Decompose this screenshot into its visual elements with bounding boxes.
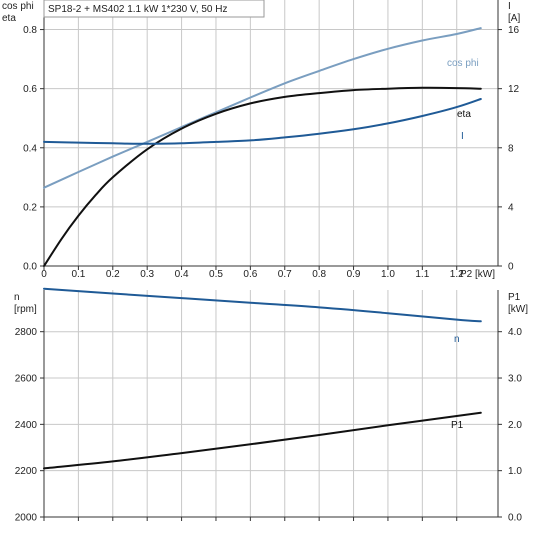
chart-title-box: SP18-2 + MS402 1.1 kW 1*230 V, 50 Hz: [43, 0, 265, 18]
left-y-tick-label: 2800: [15, 327, 38, 338]
series-label-i: I: [461, 131, 464, 142]
left-y-tick-label: 0.2: [23, 202, 37, 213]
left-y-tick-label: 0.0: [23, 262, 37, 273]
right-y-tick-label: 0: [508, 262, 514, 273]
left-y-axis-title: [rpm]: [14, 304, 37, 315]
series-line-i: [43, 98, 482, 145]
right-y-tick-label: 1.0: [508, 466, 522, 477]
left-y-tick-label: 2200: [15, 466, 38, 477]
left-y-axis-title: eta: [2, 13, 16, 24]
series-label-p1: P1: [451, 420, 464, 431]
right-y-tick-label: 8: [508, 143, 514, 154]
left-y-axis-title: cos phi: [2, 1, 34, 12]
right-y-axis-title: P1: [508, 292, 521, 303]
series-line-n: [43, 287, 482, 323]
right-y-axis-title: [kW]: [508, 304, 528, 315]
speed-power-panel: 200022002400260028000.01.02.03.04.0n[rpm…: [14, 287, 528, 524]
series-line-eta: [43, 86, 482, 267]
title-box-frame: [43, 0, 265, 18]
x-tick-label: 1.2: [450, 269, 464, 280]
series-label-eta: eta: [457, 109, 471, 120]
left-y-tick-label: 0.6: [23, 84, 37, 95]
x-tick-label: 1.1: [415, 269, 429, 280]
left-y-tick-label: 2600: [15, 374, 38, 385]
left-y-axis-title: n: [14, 292, 20, 303]
series-line-p1: [43, 411, 482, 470]
x-tick-label: 0.9: [347, 269, 361, 280]
right-y-tick-label: 12: [508, 84, 520, 95]
series-label-n: n: [454, 334, 460, 345]
series-label-cos-phi: cos phi: [447, 58, 479, 69]
efficiency-current-panel: 0 0.1 0.2 0.3 0.4 0.5 0.6 0.7 0.8 0.9 1.0 1.1 1.2P2 …: [2, 0, 520, 280]
x-tick-label: 0.8: [312, 269, 326, 280]
left-y-tick-label: 2000: [15, 513, 38, 524]
series-line-cos-phi: [43, 27, 482, 189]
right-y-tick-label: 4: [508, 202, 514, 213]
x-tick-label: 1.0: [381, 269, 395, 280]
x-tick-label: 0.1: [71, 269, 85, 280]
right-y-tick-label: 4.0: [508, 327, 522, 338]
x-axis-label: P2 [kW]: [460, 269, 495, 280]
x-tick-label: 0.7: [278, 269, 292, 280]
x-tick-label: 0.4: [175, 269, 189, 280]
right-y-tick-label: 16: [508, 25, 520, 36]
x-tick-label: 0.2: [106, 269, 120, 280]
right-y-tick-label: 2.0: [508, 420, 522, 431]
right-y-axis-title: [A]: [508, 13, 520, 24]
x-tick-label: 0.3: [140, 269, 154, 280]
left-y-tick-label: 0.4: [23, 143, 37, 154]
right-y-tick-label: 3.0: [508, 374, 522, 385]
x-tick-label: 0.5: [209, 269, 223, 280]
right-y-tick-label: 0.0: [508, 513, 522, 524]
left-y-tick-label: 2400: [15, 420, 38, 431]
left-y-tick-label: 0.8: [23, 25, 37, 36]
x-tick-label: 0: [41, 269, 47, 280]
right-y-axis-title: I: [508, 1, 511, 12]
chart-title: SP18-2 + MS402 1.1 kW 1*230 V, 50 Hz: [48, 4, 227, 15]
x-tick-label: 0.6: [243, 269, 257, 280]
